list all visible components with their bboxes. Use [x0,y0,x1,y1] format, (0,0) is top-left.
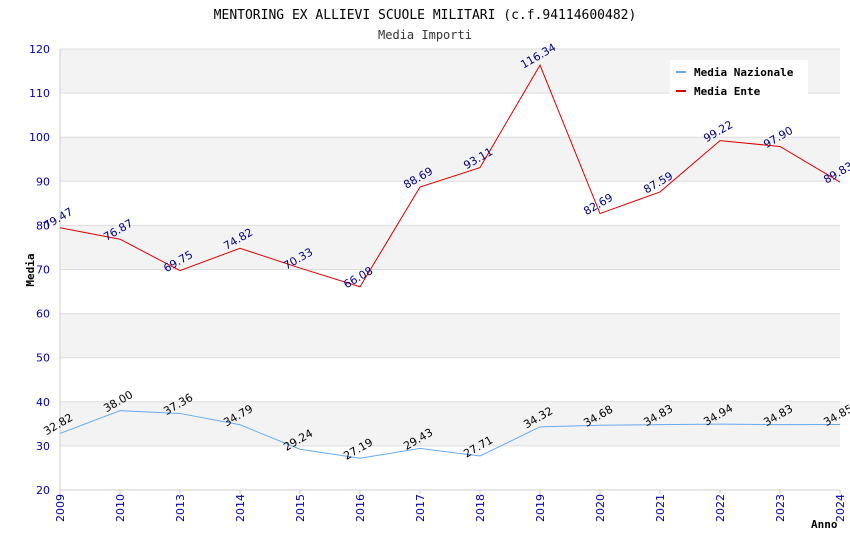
x-tick-label: 2024 [834,494,847,522]
x-tick-label: 2010 [114,494,127,522]
x-tick-label: 2020 [594,494,607,522]
y-tick-label: 40 [36,396,50,409]
x-axis-ticks: 2009 2010 2013 2014 2015 2016 2017 2018 2019 2020… [54,490,847,522]
chart-title: MENTORING EX ALLIEVI SCUOLE MILITARI (c.… [214,8,637,23]
x-tick-label: 2017 [414,494,427,522]
series-line [59,410,841,459]
x-axis-label: Anno [811,518,838,531]
x-tick-label: 2022 [714,494,727,522]
grid-lines [60,48,840,491]
legend-entry: Media Ente [694,85,761,98]
y-tick-label: 70 [36,264,50,277]
y-axis-label: Media [24,253,37,286]
y-tick-label: 80 [36,219,50,232]
x-tick-label: 2013 [174,494,187,522]
y-tick-label: 60 [36,308,50,321]
grid-band [60,225,840,270]
legend-box [670,60,808,98]
y-tick-label: 110 [29,87,50,100]
y-tick-label: 120 [29,43,50,56]
y-tick-label: 30 [36,440,50,453]
background-bands [60,49,840,446]
series-lines [59,64,841,459]
axes [59,49,840,491]
legend-entry: Media Nazionale [694,66,794,79]
x-tick-label: 2009 [54,494,67,522]
y-axis-ticks: 20 30 40 50 60 70 80 90 100 110 120 [29,43,50,497]
y-tick-label: 90 [36,175,50,188]
x-tick-label: 2014 [234,494,247,522]
x-tick-label: 2019 [534,494,547,522]
x-tick-label: 2015 [294,494,307,522]
y-tick-label: 50 [36,352,50,365]
y-tick-label: 100 [29,131,50,144]
grid-band [60,137,840,182]
x-tick-label: 2021 [654,494,667,522]
data-label: 82.69 [581,191,615,218]
y-tick-label: 20 [36,484,50,497]
series-line [59,64,841,288]
x-tick-label: 2016 [354,494,367,522]
legend: Media Nazionale Media Ente [670,60,808,98]
x-tick-label: 2023 [774,494,787,522]
x-tick-label: 2018 [474,494,487,522]
grid-band [60,313,840,358]
chart-subtitle: Media Importi [378,28,472,42]
